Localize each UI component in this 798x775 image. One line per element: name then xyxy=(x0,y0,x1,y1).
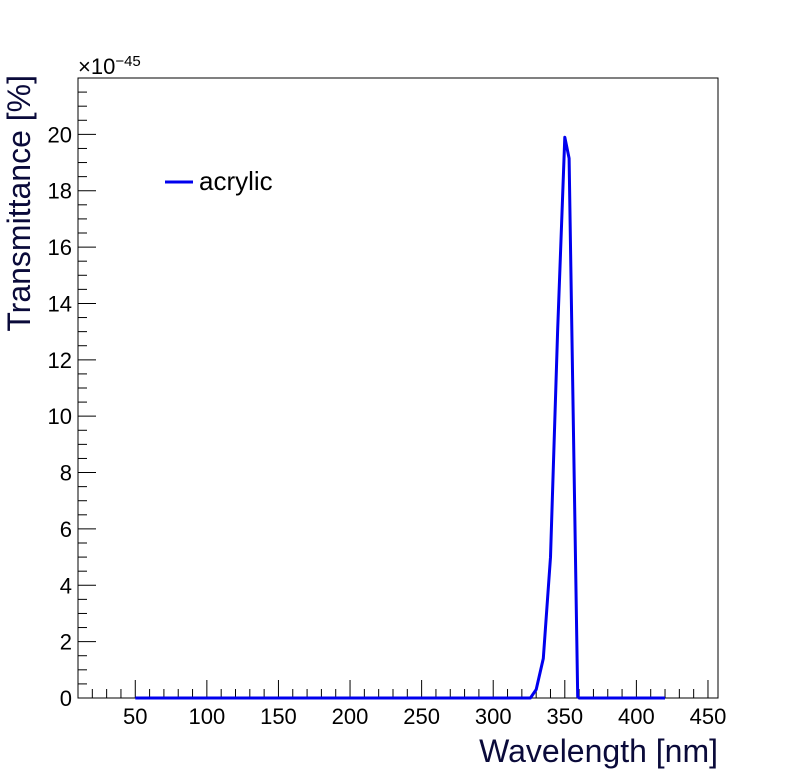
x-tick-label: 350 xyxy=(546,704,583,729)
y-tick-label: 4 xyxy=(60,573,72,598)
y-tick-label: 2 xyxy=(60,630,72,655)
x-tick-label: 300 xyxy=(475,704,512,729)
y-tick-label: 8 xyxy=(60,461,72,486)
x-tick-label: 250 xyxy=(403,704,440,729)
series-line-acrylic xyxy=(135,135,665,700)
y-tick-label: 6 xyxy=(60,517,72,542)
x-tick-label: 400 xyxy=(618,704,655,729)
y-tick-label: 16 xyxy=(48,235,72,260)
x-axis-ticks: 50 100 150 200 250 300 350 400 450 xyxy=(77,680,727,729)
x-tick-label: 100 xyxy=(188,704,225,729)
y-axis-title: Transmittance [%] xyxy=(1,75,37,332)
legend-label-acrylic: acrylic xyxy=(199,166,273,196)
x-tick-label: 200 xyxy=(332,704,369,729)
series-layer xyxy=(135,135,665,700)
y-tick-label: 0 xyxy=(60,686,72,711)
y-axis-ticks: 0 2 4 6 8 10 12 14 16 18 20 xyxy=(48,77,96,711)
x-tick-label: 50 xyxy=(123,704,147,729)
y-tick-label: 10 xyxy=(48,404,72,429)
legend: acrylic xyxy=(165,166,273,196)
x-tick-label: 150 xyxy=(260,704,297,729)
y-exponent-multiplier: ×10−45 xyxy=(78,53,141,79)
y-tick-label: 14 xyxy=(48,291,72,316)
y-tick-label: 12 xyxy=(48,348,72,373)
y-tick-label: 20 xyxy=(48,122,72,147)
x-tick-label: 450 xyxy=(690,704,727,729)
x-axis-title: Wavelength [nm] xyxy=(479,733,718,769)
y-tick-label: 18 xyxy=(48,179,72,204)
